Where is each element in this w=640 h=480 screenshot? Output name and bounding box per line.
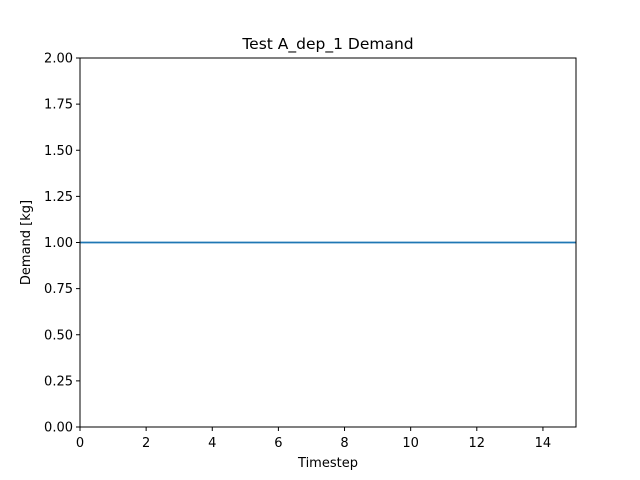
- x-tick-label: 0: [76, 436, 84, 451]
- y-axis-ticks: 0.00 0.25 0.50 0.75 1.00 1.25 1.50 1.75 2.00: [44, 52, 80, 436]
- x-tick-label: 4: [208, 436, 216, 451]
- y-tick-label: 2.00: [44, 52, 73, 67]
- y-tick-label: 0.25: [44, 374, 73, 389]
- x-tick-label: 12: [469, 436, 486, 451]
- x-tick-label: 6: [274, 436, 282, 451]
- chart-title: Test A_dep_1 Demand: [241, 35, 413, 54]
- y-tick-label: 1.50: [44, 144, 73, 159]
- x-tick-label: 8: [340, 436, 348, 451]
- y-tick-label: 1.75: [44, 98, 73, 113]
- x-tick-label: 14: [535, 436, 552, 451]
- x-tick-label: 10: [402, 436, 419, 451]
- plot-area-frame: [79, 57, 577, 428]
- y-tick-label: 0.75: [44, 282, 73, 297]
- y-axis-label: Demand [kg]: [19, 200, 34, 285]
- x-axis-ticks: 0 2 4 6 8 10 12 14: [76, 427, 551, 451]
- y-tick-label: 1.25: [44, 190, 73, 205]
- y-tick-label: 0.00: [44, 421, 73, 436]
- y-tick-label: 1.00: [44, 236, 73, 251]
- x-axis-label: Timestep: [297, 456, 358, 471]
- y-tick-label: 0.50: [44, 328, 73, 343]
- x-tick-label: 2: [142, 436, 150, 451]
